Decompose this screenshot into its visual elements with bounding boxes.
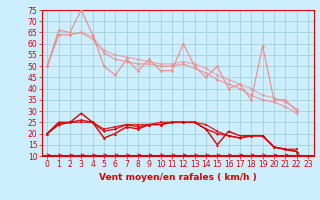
- X-axis label: Vent moyen/en rafales ( km/h ): Vent moyen/en rafales ( km/h ): [99, 173, 256, 182]
